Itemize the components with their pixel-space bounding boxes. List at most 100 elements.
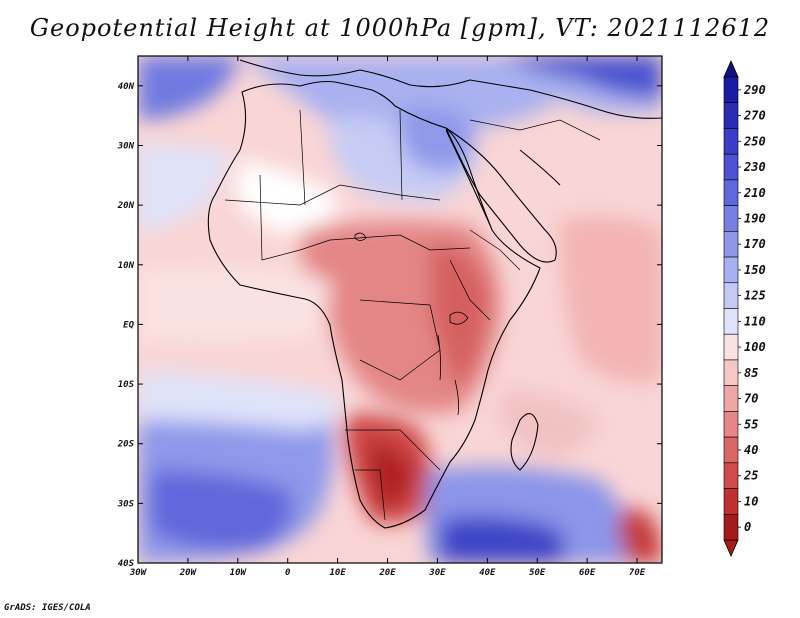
colorbar-label: 150 — [744, 263, 766, 277]
x-tick-label: 30W — [129, 568, 148, 578]
colorbar-swatch — [723, 153, 739, 181]
colorbar-label: 110 — [744, 314, 766, 328]
y-tick-label: 40S — [118, 559, 135, 569]
lake-victoria — [449, 311, 469, 325]
y-tick-label: 20N — [117, 201, 135, 211]
y-tick-label: EQ — [123, 320, 134, 330]
colorbar-label: 10 — [744, 494, 758, 508]
y-axis: 40N 30N 20N 10N EQ 10S 20S 30S 40S — [117, 82, 662, 569]
colorbar-swatch — [723, 102, 739, 129]
border-algeria — [299, 109, 306, 206]
colorbar-swatch — [723, 462, 739, 489]
border-east — [449, 259, 491, 321]
field-kalahari-core — [368, 440, 415, 510]
x-tick-label: 10W — [230, 568, 248, 578]
lakes — [354, 232, 469, 416]
colorbar-swatch — [723, 76, 739, 104]
colorbar-label: 190 — [744, 211, 766, 225]
colorbar-swatch — [723, 513, 739, 541]
field-north-high — [138, 56, 662, 130]
colorbar-label: 230 — [743, 160, 766, 174]
red-sea — [445, 129, 491, 226]
x-tick-label: 20E — [378, 568, 396, 578]
x-tick-label: 60E — [579, 568, 596, 578]
border-central — [329, 234, 471, 251]
field-south-indian-core — [440, 516, 565, 563]
colorbar-swatch — [723, 231, 739, 258]
colorbar-label: 170 — [744, 237, 766, 251]
colorbar-swatch — [723, 488, 739, 515]
map-plot-area — [138, 56, 662, 563]
colorbar-label: 210 — [743, 186, 766, 200]
colorbar: 2902702502302101901701501251101008570554… — [723, 60, 766, 557]
x-tick-label: 20W — [179, 568, 198, 578]
border-ethiopia — [469, 229, 521, 271]
colorbar-swatch — [723, 179, 739, 206]
y-tick-label: 20S — [117, 440, 135, 450]
europe-coast — [239, 59, 662, 119]
colorbar-swatch — [723, 411, 739, 438]
border-west-africa — [259, 174, 331, 261]
field-south-atlantic-core — [150, 470, 292, 551]
x-tick-label: 70E — [629, 568, 646, 578]
persian-gulf — [519, 149, 561, 186]
y-tick-label: 10N — [118, 261, 135, 271]
x-tick-label: 0 — [285, 568, 291, 578]
coastlines — [207, 59, 662, 529]
field-east-africa-low — [430, 244, 490, 390]
field-southeast-low — [618, 508, 662, 563]
lake-tanganyika — [437, 334, 442, 381]
arabian-peninsula — [445, 127, 557, 263]
x-tick-label: 30E — [428, 568, 446, 578]
colorbar-label: 25 — [743, 469, 758, 483]
colorbar-label: 125 — [744, 289, 766, 303]
colorbar-label: 70 — [744, 392, 758, 406]
field-southern-ocean-band — [138, 370, 345, 430]
colorbar-label: 85 — [744, 366, 758, 380]
colorbar-label: 40 — [744, 443, 758, 457]
colorbar-swatch — [723, 205, 739, 232]
colorbar-swatch — [723, 385, 739, 412]
colorbar-bottom-triangle — [723, 539, 739, 557]
field-egypt-ridge — [398, 106, 474, 172]
colorbar-swatch — [723, 128, 739, 155]
country-borders — [224, 109, 601, 521]
field-tropical-band — [138, 266, 330, 343]
field-shading — [138, 56, 662, 563]
lake-chad — [354, 232, 367, 241]
border-namibia — [355, 469, 386, 521]
colorbar-swatch — [723, 282, 739, 309]
field-northeast-high — [500, 56, 662, 100]
plot-frame — [137, 55, 663, 564]
colorbar-swatch — [723, 333, 739, 361]
field-west-atlantic — [138, 140, 230, 235]
lake-malawi — [454, 379, 459, 416]
map-title: Geopotential Height at 1000hPa [gpm], VT… — [29, 14, 771, 42]
colorbar-label: 290 — [743, 83, 766, 97]
x-tick-label: 10E — [329, 568, 346, 578]
x-axis: 30W 20W 10W 0 10E 20E 30E 40E 50E 60E 70E — [129, 56, 646, 578]
field-madagascar-ridge — [500, 390, 600, 460]
africa-coastline — [207, 80, 541, 529]
colorbar-label: 0 — [744, 520, 751, 534]
field-northwest-high — [138, 56, 240, 120]
y-tick-label: 40N — [118, 82, 135, 92]
madagascar — [510, 413, 539, 471]
colorbar-label: 270 — [743, 109, 766, 123]
x-tick-label: 50E — [529, 568, 546, 578]
border-middle-east — [469, 119, 601, 141]
colorbar-label: 250 — [743, 134, 766, 148]
y-tick-label: 30S — [117, 499, 135, 509]
border-sahel — [224, 184, 441, 206]
y-tick-label: 30N — [117, 141, 135, 151]
border-south — [345, 429, 441, 471]
colorbar-label: 100 — [744, 340, 766, 354]
x-tick-label: 40E — [479, 568, 496, 578]
colorbar-swatch — [723, 308, 739, 335]
y-tick-label: 10S — [118, 380, 135, 390]
grads-credit: GrADS: IGES/COLA — [4, 603, 91, 613]
colorbar-swatch — [723, 359, 739, 386]
colorbar-top-triangle — [723, 60, 739, 78]
colorbar-swatch — [723, 436, 739, 464]
